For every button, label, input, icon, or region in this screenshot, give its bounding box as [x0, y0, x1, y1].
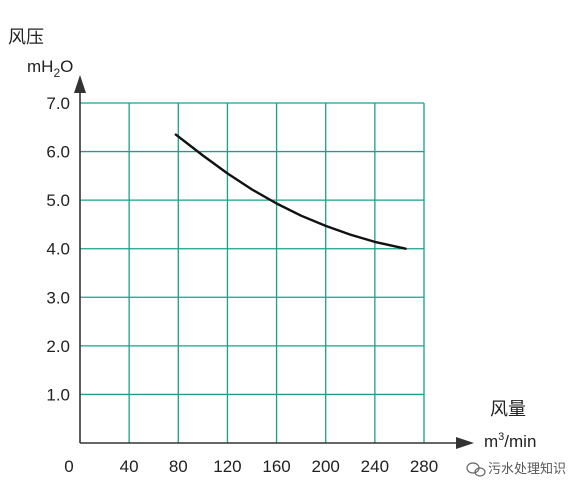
x-unit-superscript: 3 [498, 431, 504, 443]
x-tick-label: 240 [361, 457, 389, 476]
y-unit-suffix: O [60, 57, 73, 76]
y-axis-unit: mH2O [27, 57, 73, 80]
y-tick-label: 5.0 [46, 191, 70, 210]
x-axis-unit: m3/min [484, 431, 536, 451]
x-unit-suffix: /min [504, 432, 536, 451]
x-tick-label: 120 [213, 457, 241, 476]
y-unit-subscript: 2 [53, 66, 60, 80]
x-tick-labels: 0 40 80 120 160 200 240 280 [64, 457, 438, 476]
y-unit-prefix: mH [27, 57, 53, 76]
y-tick-label: 3.0 [46, 288, 70, 307]
y-tick-label: 4.0 [46, 240, 70, 259]
y-tick-label: 7.0 [46, 94, 70, 113]
x-tick-label: 40 [120, 457, 139, 476]
x-tick-label: 160 [262, 457, 290, 476]
y-tick-labels: 1.0 2.0 3.0 4.0 5.0 6.0 7.0 [46, 94, 70, 404]
y-tick-label: 6.0 [46, 143, 70, 162]
x-tick-label: 280 [410, 457, 438, 476]
y-tick-label: 2.0 [46, 337, 70, 356]
x-tick-label: 0 [64, 457, 73, 476]
series-group [174, 133, 407, 250]
x-tick-label: 80 [169, 457, 188, 476]
x-tick-label: 200 [312, 457, 340, 476]
grid [80, 102, 425, 443]
watermark: 污水处理知识 [466, 461, 566, 477]
x-axis-label: 风量 [490, 399, 526, 420]
y-tick-label: 1.0 [46, 385, 70, 404]
y-axis-arrow [74, 75, 86, 93]
x-unit-prefix: m [484, 432, 498, 451]
axes [74, 75, 474, 449]
series-line [174, 133, 407, 250]
x-axis-arrow [456, 437, 474, 449]
y-axis-label: 风压 [8, 27, 44, 48]
watermark-text: 污水处理知识 [488, 461, 566, 477]
wechat-icon [466, 462, 486, 477]
